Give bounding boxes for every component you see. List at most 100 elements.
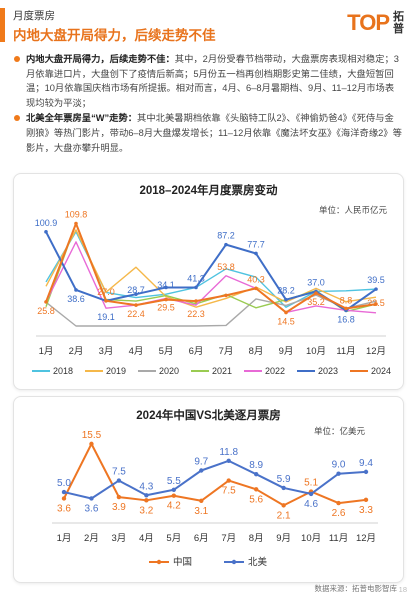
data-point-北美 bbox=[199, 468, 204, 473]
data-point-2024 bbox=[344, 306, 348, 311]
data-label: 29.5 bbox=[157, 302, 175, 312]
chart-unit: 单位：亿美元 bbox=[313, 426, 365, 436]
data-point-北美 bbox=[171, 487, 177, 492]
data-label: 22.4 bbox=[127, 309, 145, 319]
page-header: 月度票房 内地大盘开局得力，后续走势不佳 TOP 拓普 bbox=[0, 0, 415, 48]
bullet-dot-icon bbox=[14, 56, 20, 62]
x-tick-label: 8月 bbox=[249, 346, 264, 357]
chart-title: 2018–2024年月度票房变动 bbox=[139, 185, 278, 197]
data-label: 5.1 bbox=[304, 478, 318, 489]
x-tick-label: 10月 bbox=[301, 533, 321, 544]
x-tick-label: 2月 bbox=[84, 533, 99, 544]
data-label: 28.2 bbox=[277, 286, 295, 296]
data-label: 100.9 bbox=[35, 218, 58, 228]
data-label: 37.0 bbox=[307, 277, 325, 287]
summary-bullets: 内地大盘开局得力，后续走势不佳：其中，2月份受春节档带动，大盘票房表现相对稳定；… bbox=[14, 52, 402, 156]
x-tick-label: 2月 bbox=[69, 346, 84, 357]
data-label: 5.5 bbox=[167, 476, 181, 487]
data-point-中国 bbox=[144, 498, 149, 503]
data-label: 22.3 bbox=[187, 309, 205, 319]
data-point-2023 bbox=[194, 285, 198, 290]
x-tick-label: 5月 bbox=[159, 346, 174, 357]
x-tick-label: 9月 bbox=[276, 533, 291, 544]
data-label: 2.6 bbox=[332, 508, 346, 519]
data-point-2024 bbox=[104, 299, 108, 303]
legend-marker bbox=[231, 559, 237, 565]
data-point-2023 bbox=[374, 287, 378, 291]
data-point-2024 bbox=[134, 303, 138, 307]
data-point-2024 bbox=[194, 299, 198, 303]
bullet-bold: 内地大盘开局得力，后续走势不佳： bbox=[26, 54, 175, 64]
data-label: 38.6 bbox=[67, 294, 85, 304]
x-tick-label: 1月 bbox=[57, 533, 72, 544]
x-tick-label: 11月 bbox=[336, 346, 355, 357]
data-point-2024 bbox=[284, 310, 288, 315]
data-label: 41.3 bbox=[187, 273, 205, 283]
data-point-北美 bbox=[253, 471, 259, 477]
page-number: 18 bbox=[398, 585, 407, 594]
legend-marker bbox=[156, 559, 162, 565]
x-tick-label: 1月 bbox=[39, 346, 54, 357]
data-point-中国 bbox=[61, 496, 67, 501]
data-label: 23.5 bbox=[367, 298, 385, 308]
data-point-2023 bbox=[254, 251, 258, 256]
x-tick-label: 3月 bbox=[99, 346, 114, 357]
x-tick-label: 10月 bbox=[306, 346, 326, 357]
logo-cn: 拓普 bbox=[393, 11, 404, 35]
data-point-中国 bbox=[336, 500, 341, 506]
data-label: 11.8 bbox=[219, 447, 238, 458]
x-tick-label: 3月 bbox=[112, 533, 127, 544]
data-label: 25.8 bbox=[37, 306, 55, 316]
chart-unit: 单位：人民币亿元 bbox=[318, 205, 387, 215]
x-tick-label: 8月 bbox=[249, 533, 264, 544]
legend-label: 中国 bbox=[173, 556, 192, 568]
data-label: 3.6 bbox=[85, 503, 99, 514]
data-point-2023 bbox=[134, 292, 138, 296]
accent-bar bbox=[0, 8, 5, 42]
data-point-中国 bbox=[281, 503, 286, 508]
data-point-北美 bbox=[281, 485, 286, 491]
series-line-2020 bbox=[45, 294, 377, 327]
page-headline: 内地大盘开局得力，后续走势不佳 bbox=[13, 28, 216, 43]
data-point-北美 bbox=[144, 493, 149, 498]
data-label: 4.2 bbox=[167, 501, 181, 512]
data-label: 40.3 bbox=[247, 274, 265, 284]
logo-text: TOP bbox=[347, 10, 390, 35]
data-label: 3.2 bbox=[139, 505, 153, 516]
data-point-2024 bbox=[224, 293, 228, 298]
bullet-bold: 北美全年票房呈“W”走势： bbox=[26, 113, 138, 124]
data-point-2023 bbox=[164, 285, 168, 290]
data-point-中国 bbox=[363, 497, 369, 503]
bullet-item: 北美全年票房呈“W”走势：其中北美暑期档依靠《头脑特工队2》、《神偷奶爸4》《死… bbox=[14, 111, 402, 155]
x-tick-label: 7月 bbox=[221, 533, 236, 544]
x-tick-label: 9月 bbox=[279, 346, 294, 357]
data-label: 2.1 bbox=[277, 510, 291, 521]
x-tick-label: 4月 bbox=[129, 346, 144, 357]
section-label: 月度票房 bbox=[13, 10, 55, 22]
bullet-text: 其中，2月份受春节档带动，大盘票房表现相对稳定；3月依靠进口片，大盘创下了疫情后… bbox=[26, 54, 399, 108]
data-label: 53.8 bbox=[217, 262, 235, 272]
x-tick-label: 5月 bbox=[166, 533, 181, 544]
legend-label: 2019 bbox=[106, 366, 126, 376]
legend-label: 2022 bbox=[265, 366, 285, 376]
legend-label: 2018 bbox=[53, 366, 73, 376]
data-label: 4.6 bbox=[304, 499, 318, 510]
data-label: 9.7 bbox=[194, 456, 208, 467]
data-point-2024 bbox=[374, 302, 378, 306]
data-label: 5.9 bbox=[277, 474, 291, 485]
data-label: 7.5 bbox=[112, 467, 126, 478]
data-point-中国 bbox=[116, 494, 122, 500]
data-label: 19.1 bbox=[97, 312, 115, 322]
data-point-中国 bbox=[226, 478, 231, 483]
data-point-2023 bbox=[44, 230, 48, 234]
data-label: 3.1 bbox=[194, 506, 208, 517]
chart-title: 2024年中国VS北美逐月票房 bbox=[136, 410, 281, 422]
data-point-北美 bbox=[226, 458, 231, 464]
data-label: 87.2 bbox=[217, 231, 235, 241]
x-tick-label: 12月 bbox=[366, 346, 386, 357]
data-label: 7.5 bbox=[222, 486, 236, 497]
data-label: 15.5 bbox=[82, 430, 102, 441]
chart-china-vs-na: 3.6 15.5 3.9 3.2 4.2 3.1 7.5 5.6 2.1 5.1 2.6 3.3 5.0… bbox=[52, 430, 378, 568]
series-line-2019 bbox=[45, 229, 377, 308]
data-point-2024 bbox=[314, 291, 318, 295]
